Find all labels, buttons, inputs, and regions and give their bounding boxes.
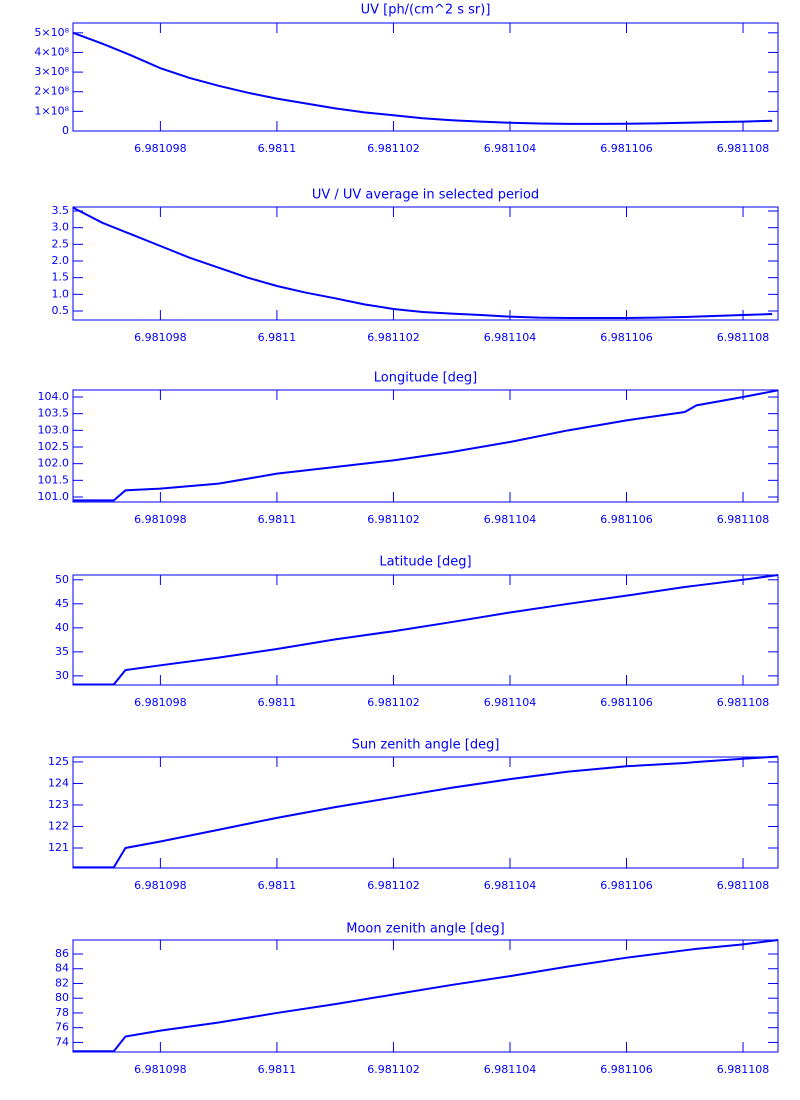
chart-title: UV [ph/(cm^2 s sr)] [361,3,491,18]
y-tick-label: 122 [48,819,69,832]
x-tick-label: 6.981102 [367,1063,420,1076]
x-tick-label: 6.981108 [717,142,770,155]
x-tick-label: 6.9811 [258,331,297,344]
x-tick-label: 6.981108 [717,1063,770,1076]
y-tick-label: 1.5 [52,271,70,284]
plot-frame [72,206,779,321]
x-tick-label: 6.9811 [258,696,297,709]
panel: UV [ph/(cm^2 s sr)] 6.981098 6.9811 6.98110… [34,3,779,155]
chart-title: Longitude [deg] [374,371,477,386]
y-tick-label: 80 [55,991,69,1004]
y-tick-label: 102.5 [38,440,70,453]
y-tick-label: 86 [55,947,69,960]
y-tick-label: 101.5 [38,473,70,486]
x-tick-label: 6.981098 [134,1063,187,1076]
y-tick-label: 125 [48,755,69,768]
x-tick-label: 6.981098 [134,879,187,892]
y-tick-label: 102.0 [38,457,70,470]
panel: UV / UV average in selected period 6.9810… [52,188,779,344]
x-tick-label: 6.981108 [717,331,770,344]
y-tick-label: 30 [55,669,69,682]
x-tick-label: 6.981106 [600,142,653,155]
x-tick-label: 6.981104 [484,513,537,526]
x-tick-label: 6.981104 [484,331,537,344]
y-tick-label: 4×10⁸ [34,45,69,58]
plot-frame [72,756,779,869]
y-tick-label: 2.5 [52,237,70,250]
x-tick-label: 6.981106 [600,513,653,526]
x-tick-label: 6.981108 [717,879,770,892]
y-tick-label: 40 [55,621,69,634]
x-tick-label: 6.981106 [600,879,653,892]
data-line [72,206,773,319]
y-tick-label: 84 [55,962,69,975]
panel: Moon zenith angle [deg] 6.981098 6.9811 6.9… [55,922,779,1076]
y-tick-label: 124 [48,776,69,789]
y-tick-label: 2.0 [52,254,70,267]
x-tick-label: 6.981102 [367,879,420,892]
plot-frame [72,574,779,686]
y-tick-label: 103.0 [38,423,70,436]
x-tick-label: 6.981106 [600,331,653,344]
plot-frame [72,22,779,132]
x-tick-label: 6.981098 [134,331,187,344]
chart-title: Sun zenith angle [deg] [352,738,500,753]
y-tick-label: 0 [62,124,69,137]
panel: Sun zenith angle [deg] 6.981098 6.9811 6.98… [48,738,779,892]
panel: Longitude [deg] 6.981098 6.9811 6.981102 6.9… [38,371,779,526]
y-tick-label: 76 [55,1021,69,1034]
chart-title: UV / UV average in selected period [312,188,539,203]
x-tick-label: 6.9811 [258,142,297,155]
x-tick-label: 6.981102 [367,331,420,344]
chart-title: Latitude [deg] [379,555,471,570]
x-tick-label: 6.981104 [484,142,537,155]
x-tick-label: 6.981108 [717,513,770,526]
data-line [73,574,779,686]
x-tick-label: 6.981104 [484,1063,537,1076]
y-tick-label: 3×10⁸ [34,65,69,78]
y-tick-label: 123 [48,798,69,811]
panel: Latitude [deg] 6.981098 6.9811 6.981102 6.98… [55,555,779,709]
y-tick-label: 78 [55,1006,69,1019]
x-tick-label: 6.9811 [258,879,297,892]
x-tick-label: 6.981102 [367,142,420,155]
y-tick-label: 50 [55,573,69,586]
y-tick-label: 35 [55,645,69,658]
x-tick-label: 6.981098 [134,142,187,155]
y-tick-label: 101.0 [38,490,70,503]
x-tick-label: 6.9811 [258,513,297,526]
x-tick-label: 6.981104 [484,696,537,709]
data-line [73,939,779,1053]
x-tick-label: 6.981102 [367,513,420,526]
y-tick-label: 121 [48,841,69,854]
y-tick-label: 0.5 [52,304,70,317]
y-tick-label: 1.0 [52,287,70,300]
x-tick-label: 6.981102 [367,696,420,709]
y-tick-label: 3.5 [52,204,70,217]
data-line [73,389,779,502]
y-tick-label: 103.5 [38,407,70,420]
x-tick-label: 6.981098 [134,696,187,709]
y-tick-label: 5×10⁸ [34,26,69,39]
x-tick-label: 6.981106 [600,696,653,709]
data-line [73,755,779,869]
x-tick-label: 6.981098 [134,513,187,526]
y-tick-label: 104.0 [38,390,70,403]
y-tick-label: 45 [55,597,69,610]
y-tick-label: 3.0 [52,221,70,234]
plot-frame [72,939,779,1053]
x-tick-label: 6.9811 [258,1063,297,1076]
plot-frame [72,389,779,503]
y-tick-label: 74 [55,1035,69,1048]
y-tick-label: 2×10⁸ [34,85,69,98]
x-tick-label: 6.981104 [484,879,537,892]
x-tick-label: 6.981108 [717,696,770,709]
chart-title: Moon zenith angle [deg] [346,922,504,937]
x-tick-label: 6.981106 [600,1063,653,1076]
y-tick-label: 82 [55,976,69,989]
data-line [72,31,773,125]
y-tick-label: 1×10⁸ [34,104,69,117]
